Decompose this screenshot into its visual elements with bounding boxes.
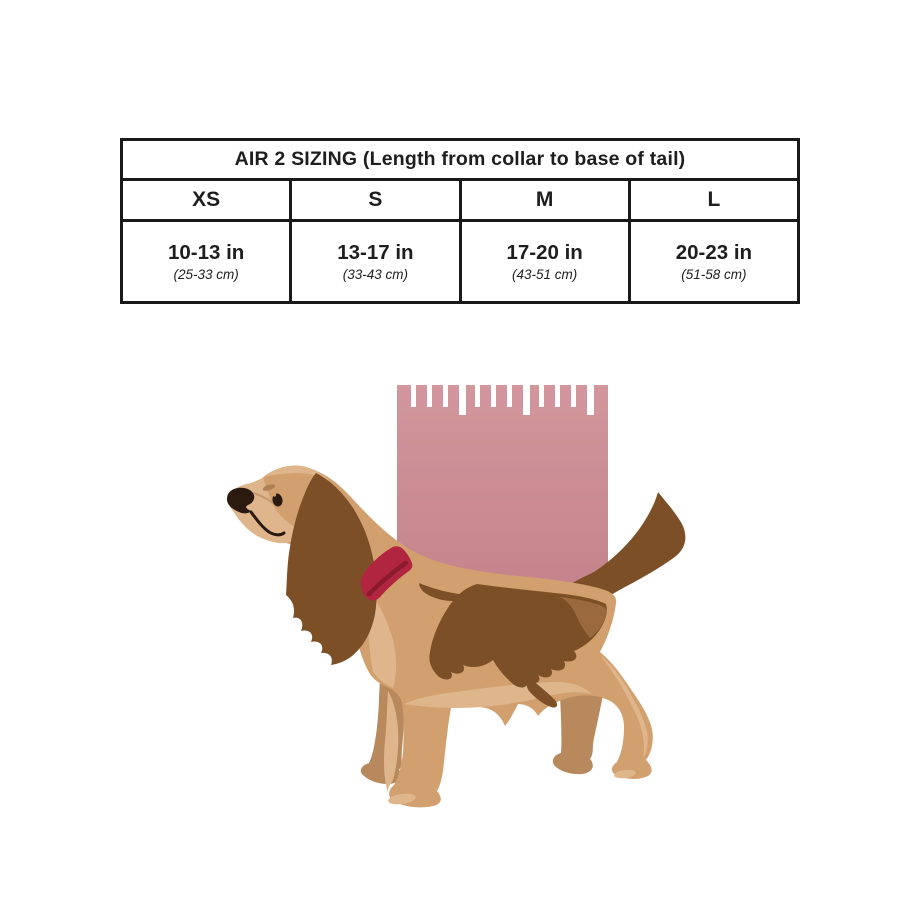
size-header-s: S xyxy=(289,178,462,222)
table-title: AIR 2 SIZING (Length from collar to base… xyxy=(120,138,800,181)
dog-saddle-light-patch xyxy=(560,597,607,638)
dog-nose xyxy=(227,487,255,514)
dog-face xyxy=(227,484,286,537)
size-header-l: L xyxy=(627,178,801,222)
range-inches: 13-17 in xyxy=(337,240,414,264)
dog-illustration xyxy=(227,465,686,808)
size-header-xs: XS xyxy=(119,178,293,222)
size-header-row: XS S M L xyxy=(119,178,801,222)
dog-flank-fur-patch xyxy=(525,676,558,708)
ruler-band xyxy=(397,385,608,592)
range-cell-m: 17-20 in (43-51 cm) xyxy=(458,219,631,304)
hind-paw-highlight xyxy=(614,769,636,779)
dog-chest-highlight xyxy=(351,575,396,688)
dog-eye xyxy=(272,493,283,507)
dog-mouth-line xyxy=(249,510,286,537)
range-centimeters: (43-51 cm) xyxy=(511,267,578,283)
dog-eye-glint xyxy=(272,493,277,497)
range-centimeters: (25-33 cm) xyxy=(173,267,239,283)
range-cell-l: 20-23 in (51-58 cm) xyxy=(627,219,801,304)
range-centimeters: (33-43 cm) xyxy=(342,267,408,283)
table-title-row: AIR 2 SIZING (Length from collar to base… xyxy=(120,138,800,181)
range-inches: 20-23 in xyxy=(675,240,753,264)
size-header-m: M xyxy=(458,178,631,222)
dog-withers-patch xyxy=(419,583,466,602)
range-inches: 10-13 in xyxy=(167,240,245,264)
front-paw-highlight xyxy=(388,793,416,805)
range-cell-xs: 10-13 in (25-33 cm) xyxy=(119,219,293,304)
dog-brow-mark xyxy=(262,484,276,491)
dog-saddle-patch xyxy=(429,584,607,688)
range-centimeters: (51-58 cm) xyxy=(681,267,747,283)
ruler-ticks xyxy=(411,385,594,415)
range-row: 10-13 in (25-33 cm) 13-17 in (33-43 cm) … xyxy=(119,219,801,304)
dog-belly-highlight xyxy=(404,681,592,708)
range-inches: 17-20 in xyxy=(506,240,583,264)
dog-collar xyxy=(360,546,413,601)
dog-ear xyxy=(286,473,377,665)
dog-foreleg-highlight xyxy=(384,691,399,793)
collar-shadow-edge xyxy=(366,560,409,597)
range-cell-s: 13-17 in (33-43 cm) xyxy=(289,219,462,304)
ruler-band-icon xyxy=(397,385,608,592)
dog-crown-highlight xyxy=(263,465,330,481)
sizing-table: AIR 2 SIZING (Length from collar to base… xyxy=(119,138,801,304)
